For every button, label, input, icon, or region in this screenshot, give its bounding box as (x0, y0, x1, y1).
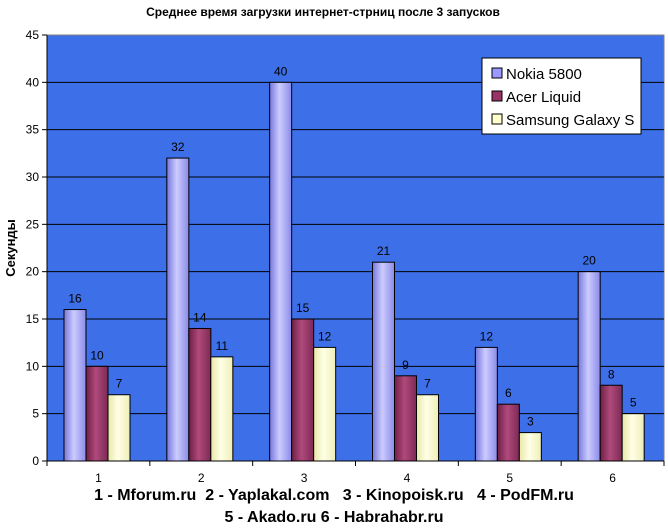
data-label: 5 (630, 396, 637, 410)
bar-2-1 (85, 365, 109, 462)
legend-label-1: Nokia 5800 (506, 66, 582, 83)
bar-2-4 (394, 375, 417, 462)
caption-line-2: 5 - Akado.ru 6 - Habrahabr.ru (224, 509, 444, 526)
data-label: 7 (116, 377, 123, 391)
y-tick-label: 10 (26, 359, 40, 373)
data-label: 8 (608, 367, 615, 381)
data-label: 3 (527, 415, 534, 429)
data-label: 11 (216, 339, 229, 353)
bar-3-4 (416, 394, 439, 462)
x-tick-label: 3 (301, 471, 308, 485)
data-label: 9 (402, 358, 409, 372)
y-tick-label: 0 (32, 454, 39, 468)
data-label: 21 (377, 244, 391, 258)
y-tick-label: 5 (32, 407, 39, 421)
x-tick-label: 6 (609, 471, 616, 485)
y-tick-label: 25 (26, 217, 40, 231)
bar-1-1 (63, 309, 87, 462)
bar-2-2 (188, 327, 212, 462)
data-label: 40 (274, 64, 288, 78)
legend-label-2: Acer Liquid (506, 89, 581, 106)
legend-box (481, 57, 642, 135)
data-label: 20 (582, 254, 596, 268)
bar-1-3 (269, 81, 293, 462)
data-label: 12 (480, 329, 494, 343)
chart: Среднее время загрузки интернет-стрниц п… (3, 5, 665, 485)
bar-3-5 (518, 432, 542, 462)
chart-title: Среднее время загрузки интернет-стрниц п… (146, 5, 500, 19)
data-label: 15 (296, 301, 310, 315)
y-tick-label: 15 (26, 312, 40, 326)
bar-1-2 (166, 157, 190, 462)
bar-2-3 (291, 318, 315, 462)
data-label: 7 (424, 377, 431, 391)
bar-1-6 (577, 271, 601, 462)
bar-2-6 (599, 384, 623, 462)
data-label: 16 (68, 292, 82, 306)
caption-line-1: 1 - Mforum.ru 2 - Yaplakal.com 3 - Kinop… (94, 487, 574, 504)
x-tick-label: 2 (198, 471, 205, 485)
bar-3-3 (313, 346, 337, 462)
bar-2-5 (496, 403, 520, 462)
y-tick-label: 20 (26, 265, 40, 279)
y-tick-label: 30 (26, 170, 40, 184)
bar-1-4 (372, 261, 395, 462)
data-label: 14 (193, 310, 207, 324)
y-axis-label: Секунды (3, 219, 18, 277)
bar-3-6 (621, 413, 645, 462)
data-label: 6 (505, 386, 512, 400)
bar-1-5 (474, 346, 498, 462)
legend-swatch-2 (491, 90, 503, 102)
data-label: 12 (318, 329, 332, 343)
data-label: 10 (90, 348, 104, 362)
y-tick-label: 35 (26, 123, 40, 137)
bar-3-1 (107, 394, 131, 462)
bar-3-2 (210, 356, 234, 462)
data-label: 32 (171, 140, 185, 154)
x-tick-label: 4 (404, 471, 411, 485)
legend-swatch-3 (491, 113, 503, 125)
x-tick-label: 1 (95, 471, 102, 485)
y-tick-label: 45 (26, 28, 40, 42)
legend-label-3: Samsung Galaxy S (506, 112, 634, 129)
x-tick-label: 5 (506, 471, 513, 485)
legend-swatch-1 (491, 67, 503, 79)
y-tick-label: 40 (26, 75, 40, 89)
